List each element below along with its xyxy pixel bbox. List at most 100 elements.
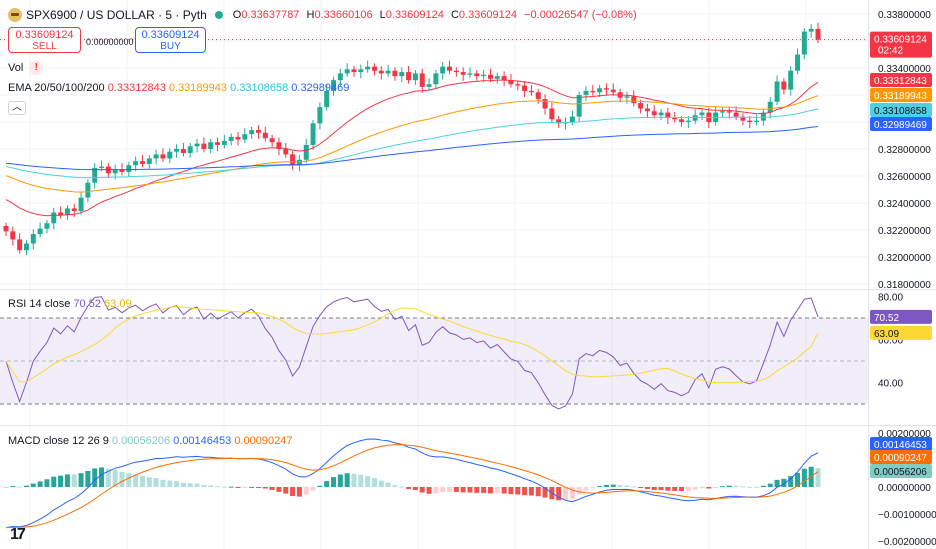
candle-body <box>597 88 603 93</box>
macd-histogram-bar <box>133 474 139 487</box>
macd-histogram-bar <box>23 485 29 487</box>
candle-body <box>733 112 739 117</box>
macd-histogram-bar <box>324 481 330 487</box>
ema20-axis-label-bg <box>870 73 932 87</box>
candle-body <box>255 130 261 133</box>
candle-body <box>30 234 36 244</box>
ema-label: EMA 20/50/100/200 <box>8 82 105 94</box>
candle-body <box>569 116 575 122</box>
macd-histogram-bar <box>58 475 64 487</box>
buy-price: 0.33609124 <box>141 29 200 41</box>
candle-body <box>119 169 125 172</box>
macd-histogram-bar <box>337 474 343 487</box>
candle-body <box>37 228 43 235</box>
candle-body <box>754 120 760 122</box>
buy-button[interactable]: 0.33609124 BUY <box>135 27 206 53</box>
ema100-axis-label-bg <box>870 103 932 117</box>
candle-body <box>774 81 780 102</box>
macd-histogram-bar <box>290 487 296 497</box>
macd-histogram-bar <box>180 482 186 487</box>
macd-histogram-bar <box>419 487 425 493</box>
macd-histogram-bar <box>310 487 316 491</box>
close-value: 0.33609124 <box>458 9 518 21</box>
last-price-badge <box>870 31 932 58</box>
candle-body <box>228 136 234 141</box>
macd-histogram-bar <box>344 473 350 487</box>
candle-body <box>180 149 186 154</box>
low-value: 0.33609124 <box>385 9 444 21</box>
macd-histogram-bar <box>638 487 644 488</box>
candle-body <box>331 80 337 91</box>
candle-body <box>535 92 541 100</box>
macd-histogram-bar <box>576 487 582 495</box>
rsi-ma-axis-label-bg <box>870 325 932 340</box>
macd-histogram-bar <box>283 487 289 494</box>
tradingview-logo-icon[interactable]: 17 <box>10 526 26 543</box>
candle-body <box>324 90 330 108</box>
macd-histogram-bar <box>774 479 780 487</box>
rsi-ma-line <box>5 305 819 384</box>
macd-histogram-bar <box>37 481 43 487</box>
macd-histogram-bar <box>747 486 753 488</box>
rsi-legend[interactable]: RSI 14 close 70.52 63.09 <box>8 298 132 310</box>
macd-histogram-bar <box>160 479 166 487</box>
volume-legend[interactable]: Vol ! <box>8 61 44 75</box>
close-label: C <box>450 9 459 21</box>
symbol-title[interactable]: SPX6900 / US DOLLAR · 5 · Pyth <box>26 8 207 22</box>
candle-body <box>71 208 77 212</box>
macd-histogram-bar <box>317 485 323 487</box>
macd-signal-axis-label: 0.00090247 <box>874 453 927 464</box>
macd-histogram-bar <box>453 487 459 492</box>
macd-histogram-bar <box>406 487 412 490</box>
candle-body <box>64 208 70 216</box>
price-axis-tick: 0.31800000 <box>878 280 931 291</box>
macd-histogram-bar <box>494 487 500 494</box>
macd-histogram-bar <box>174 481 180 487</box>
macd-histogram-bar <box>781 478 787 487</box>
rsi-ma-value: 63.09 <box>104 298 132 310</box>
live-dot-icon <box>214 11 223 19</box>
macd-legend[interactable]: MACD close 12 26 9 0.00056206 0.00146453… <box>8 435 292 447</box>
rsi-ma-axis-label: 63.09 <box>874 329 899 340</box>
ema200-line <box>5 126 819 171</box>
candle-body <box>399 72 405 77</box>
macd-histogram-bar <box>378 480 384 487</box>
candle-body <box>515 84 521 86</box>
candle-body <box>78 197 84 212</box>
macd-histogram-bar <box>10 486 16 488</box>
rsi-label: RSI 14 close <box>8 298 71 310</box>
candle-body <box>17 239 23 251</box>
macd-histogram-bar <box>112 469 118 487</box>
rsi-axis-label: 70.52 <box>874 313 899 324</box>
macd-histogram-bar <box>351 473 357 487</box>
macd-histogram-bar <box>692 487 698 490</box>
macd-histogram-bar <box>651 487 657 491</box>
macd-signal-axis-label-bg <box>870 450 932 464</box>
warning-icon[interactable]: ! <box>29 61 44 75</box>
ema200-axis-label: 0.32989469 <box>874 120 927 131</box>
candle-body <box>760 112 766 121</box>
candle-body <box>467 73 473 75</box>
candle-body <box>487 74 493 79</box>
collapse-legend-icon[interactable]: ︿ <box>8 101 26 115</box>
change-value: −0.00026547 (−0.08%) <box>524 9 637 21</box>
macd-histogram-bar <box>365 475 371 487</box>
macd-signal-line <box>5 444 819 529</box>
ema50-axis-label: 0.33189943 <box>874 91 927 102</box>
macd-histogram-bar <box>788 476 794 487</box>
macd-hist-value: 0.00056206 <box>111 435 171 447</box>
sell-button[interactable]: 0.33609124 SELL <box>8 27 81 53</box>
macd-histogram-bar <box>371 478 377 487</box>
macd-histogram-bar <box>215 486 221 488</box>
macd-histogram-bar <box>201 485 207 487</box>
candle-body <box>412 73 418 81</box>
ema-legend[interactable]: EMA 20/50/100/200 0.33312843 0.33189943 … <box>8 82 349 94</box>
price-axis-tick: 0.32000000 <box>878 253 931 264</box>
candle-body <box>665 112 671 118</box>
macd-histogram-bar <box>119 471 125 487</box>
candle-body <box>453 70 459 73</box>
macd-histogram-bar <box>699 487 705 489</box>
macd-axis-label-bg <box>870 437 932 451</box>
macd-histogram-bar <box>51 476 57 487</box>
